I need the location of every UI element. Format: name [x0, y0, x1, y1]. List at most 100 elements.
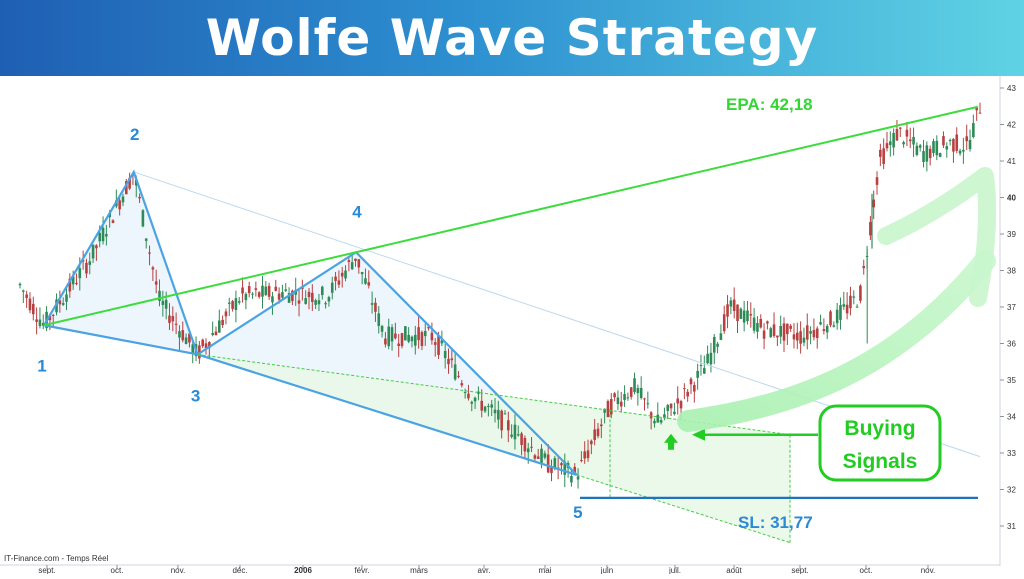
candle-body [400, 333, 404, 347]
candle-body [653, 420, 656, 424]
candle-body [75, 283, 78, 285]
candle-body [234, 298, 238, 310]
y-tick-label: 43 [1007, 84, 1016, 93]
candle-body [839, 305, 842, 320]
candle-body [247, 286, 251, 294]
candle-body [413, 334, 417, 346]
stop-loss-label: SL: 31,77 [738, 513, 813, 532]
wave-point-label-1: 1 [37, 356, 46, 375]
candle-body [825, 325, 829, 333]
candle-body [201, 339, 204, 347]
y-tick-label: 34 [1007, 413, 1016, 422]
candle-body [689, 378, 693, 385]
candle-body [407, 334, 410, 342]
candle-body [317, 300, 321, 305]
x-tick-label: sept. [38, 566, 55, 574]
x-tick-label: avr. [478, 566, 491, 574]
candle-body [792, 334, 796, 340]
wave-labels: 1 2 3 4 5 [37, 125, 582, 522]
candle-body [204, 343, 208, 349]
candle-body [430, 332, 434, 341]
candle-body [38, 319, 42, 327]
candle-body [244, 293, 248, 301]
candle-body [463, 392, 467, 394]
chart-area: 31 32 33 34 35 36 37 38 39 40 41 42 43 sept. oct. nov.… [0, 76, 1024, 575]
candle-body [473, 397, 477, 402]
candle-body [776, 335, 779, 338]
candle-body [51, 314, 55, 316]
candle-body [590, 440, 593, 445]
candle-body [958, 150, 962, 154]
candle-body [942, 136, 945, 146]
candle-body [749, 314, 753, 316]
candle-body [214, 331, 218, 336]
candle-body [35, 319, 38, 322]
candle-body [208, 341, 211, 349]
candle-body [261, 285, 264, 297]
candle-body [882, 148, 885, 164]
x-axis: sept. oct. nov. déc. 2006 févr. mars avr. mai jui… [38, 565, 935, 575]
candle-body [629, 387, 633, 397]
candle-body [384, 338, 387, 345]
candle-body [457, 375, 460, 377]
candle-body [603, 408, 606, 413]
candle-body [344, 270, 347, 279]
candle-body [237, 301, 241, 303]
candle-body [433, 342, 437, 345]
candle-body [573, 466, 577, 473]
y-tick-label: 38 [1007, 267, 1016, 276]
candle-body [71, 276, 75, 285]
candle-body [437, 335, 440, 355]
candle-body [948, 139, 952, 142]
y-tick-label: 40 [1007, 194, 1016, 203]
candle-body [606, 401, 610, 418]
candle-body [902, 142, 905, 145]
candle-body [397, 343, 400, 346]
candle-body [889, 141, 892, 145]
candle-body [91, 244, 95, 259]
buying-signals-callout: Buying Signals [818, 404, 942, 482]
candle-body [643, 398, 646, 400]
candle-body [729, 300, 733, 307]
candle-body [367, 282, 371, 286]
candle-body [526, 448, 530, 453]
trend-arrow-body [677, 250, 996, 432]
candle-body [683, 388, 686, 390]
candle-body [932, 141, 935, 154]
candle-body [364, 278, 367, 284]
candle-body [656, 414, 660, 423]
x-tick-label: déc. [232, 566, 247, 574]
candle-body [148, 252, 151, 254]
candle-body [693, 384, 696, 392]
candle-body [221, 319, 224, 326]
candle-body [523, 437, 527, 452]
candle-body [520, 433, 523, 445]
candle-body [138, 196, 141, 199]
y-tick-label: 36 [1007, 340, 1016, 349]
candle-body [536, 456, 540, 459]
candle-body [560, 463, 563, 466]
candle-body [802, 337, 806, 343]
candle-body [487, 406, 490, 408]
candle-body [48, 315, 52, 321]
candle-body [128, 177, 131, 189]
candle-body [390, 327, 394, 342]
candle-body [241, 287, 244, 294]
candle-body [669, 403, 673, 409]
y-axis: 31 32 33 34 35 36 37 38 39 40 41 42 43 [1000, 84, 1016, 531]
candle-body [218, 320, 221, 333]
candle-body [281, 292, 284, 298]
candle-body [151, 267, 155, 270]
candle-body [377, 313, 381, 326]
candle-body [819, 322, 822, 325]
y-tick-label: 33 [1007, 449, 1016, 458]
candle-body [619, 401, 623, 407]
wave-line-1-3 [43, 324, 198, 356]
candle-body [676, 398, 680, 404]
candle-body [118, 200, 121, 210]
candle-body [935, 140, 939, 156]
candle-body [124, 181, 128, 195]
candle-body [666, 405, 670, 411]
candle-body [134, 179, 138, 186]
x-tick-label: juil. [668, 566, 681, 574]
